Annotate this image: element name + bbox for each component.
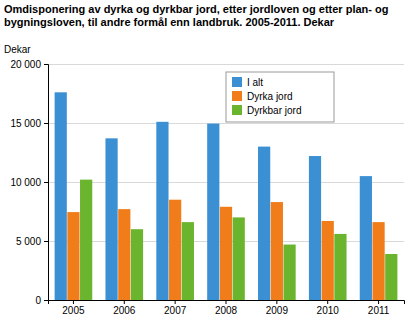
x-tick-mark	[175, 300, 176, 304]
bar	[220, 207, 232, 300]
y-axis-line	[44, 65, 49, 301]
bar	[169, 200, 181, 300]
legend-frame	[226, 72, 334, 122]
y-tick: 20 000	[10, 59, 48, 70]
chart: Omdisponering av dyrka og dyrkbar jord, …	[0, 0, 409, 319]
legend-label: I alt	[247, 77, 263, 88]
legend-swatch	[232, 91, 242, 101]
bar	[105, 138, 117, 300]
x-tick: 2008	[215, 300, 238, 316]
legend-label: Dyrkbar jord	[247, 105, 301, 116]
grid-line	[48, 182, 404, 183]
bar	[55, 92, 67, 300]
bar	[118, 209, 130, 300]
x-tick: 2007	[164, 300, 187, 316]
x-tick-mark	[124, 300, 125, 304]
bar	[80, 180, 92, 300]
x-tick-label: 2010	[317, 305, 340, 316]
y-tick: 10 000	[10, 177, 48, 188]
legend-swatch	[232, 105, 242, 115]
y-tick: 15 000	[10, 118, 48, 129]
bar	[233, 217, 245, 300]
bar	[67, 212, 79, 300]
y-axis: 0 5 000 10 000 15 000 20 000	[10, 59, 48, 306]
bar	[131, 229, 143, 300]
bar	[334, 234, 346, 300]
x-tick-label: 2007	[164, 305, 187, 316]
bar	[182, 222, 194, 300]
y-tick-mark	[44, 123, 48, 124]
x-tick-mark	[73, 300, 74, 304]
y-tick-mark	[44, 64, 48, 65]
y-tick: 0	[35, 295, 48, 306]
y-tick-mark	[44, 182, 48, 183]
bar	[385, 254, 397, 300]
y-axis-title: Dekar	[4, 44, 31, 55]
x-tick: 2009	[266, 300, 289, 316]
y-tick-label: 20 000	[10, 59, 41, 70]
x-tick-mark	[276, 300, 277, 304]
grid	[48, 64, 404, 300]
bar	[258, 147, 270, 300]
bar	[309, 156, 321, 300]
bar-series	[67, 200, 384, 300]
grid-line	[48, 64, 404, 65]
x-tick-mark	[378, 300, 379, 304]
x-tick-label: 2008	[215, 305, 238, 316]
bar	[372, 222, 384, 300]
y-tick-label: 0	[35, 295, 41, 306]
y-tick-mark	[44, 300, 48, 301]
legend: I alt Dyrka jord Dyrkbar jord	[226, 72, 334, 122]
x-tick: 2011	[368, 300, 390, 316]
bar	[283, 245, 295, 300]
legend-swatch	[232, 77, 242, 87]
x-axis: 2005 2006 2007 2008 2009 2010 2011	[49, 300, 405, 316]
bars	[55, 92, 398, 300]
y-tick: 5 000	[16, 236, 48, 247]
x-tick: 2006	[113, 300, 136, 316]
y-tick-label: 5 000	[16, 236, 41, 247]
bar-series	[80, 180, 397, 300]
title-line: Omdisponering av dyrka og dyrkbar jord, …	[4, 3, 388, 15]
bar	[156, 122, 168, 300]
x-tick-mark	[327, 300, 328, 304]
y-tick-mark	[44, 241, 48, 242]
legend-label: Dyrka jord	[247, 91, 293, 102]
plot: 0 5 000 10 000 15 000 20 000 2005 2006 2007 2008…	[10, 59, 404, 316]
x-tick-label: 2005	[62, 305, 85, 316]
bar	[360, 176, 372, 300]
title: Omdisponering av dyrka og dyrkbar jord, …	[4, 3, 388, 28]
x-tick: 2005	[62, 300, 85, 316]
bar-series	[55, 92, 372, 300]
bar	[322, 221, 334, 300]
y-tick-label: 10 000	[10, 177, 41, 188]
x-tick-label: 2009	[266, 305, 289, 316]
x-tick-label: 2006	[113, 305, 136, 316]
bar	[207, 124, 219, 300]
title-line: bygningsloven, til andre formål enn land…	[4, 16, 335, 28]
x-tick-label: 2011	[368, 305, 390, 316]
grid-line	[48, 123, 404, 124]
y-tick-label: 15 000	[10, 118, 41, 129]
x-axis-line	[49, 301, 405, 305]
x-tick: 2010	[317, 300, 340, 316]
x-tick-mark	[226, 300, 227, 304]
bar	[271, 202, 283, 300]
